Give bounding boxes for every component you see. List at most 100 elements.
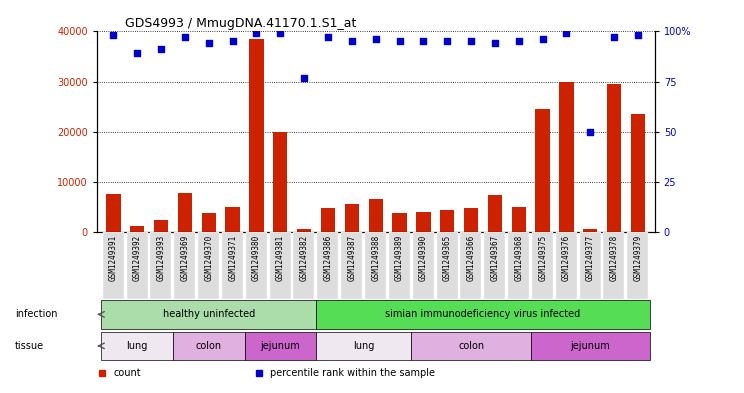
FancyBboxPatch shape <box>126 232 147 299</box>
FancyBboxPatch shape <box>508 232 529 299</box>
Point <box>275 30 286 37</box>
Text: GSM1249380: GSM1249380 <box>252 235 261 281</box>
Text: GSM1249368: GSM1249368 <box>514 235 523 281</box>
Point <box>346 38 358 44</box>
FancyBboxPatch shape <box>603 232 624 299</box>
Text: colon: colon <box>458 341 484 351</box>
Bar <box>344 204 359 232</box>
Bar <box>178 193 192 232</box>
FancyBboxPatch shape <box>365 232 386 299</box>
FancyBboxPatch shape <box>556 232 577 299</box>
Point <box>370 36 382 42</box>
Bar <box>297 230 311 232</box>
Text: GSM1249370: GSM1249370 <box>205 235 214 281</box>
Text: GDS4993 / MmugDNA.41170.1.S1_at: GDS4993 / MmugDNA.41170.1.S1_at <box>125 17 356 30</box>
Bar <box>368 199 383 232</box>
Text: GSM1249379: GSM1249379 <box>634 235 643 281</box>
FancyBboxPatch shape <box>173 332 245 360</box>
FancyBboxPatch shape <box>222 232 243 299</box>
FancyBboxPatch shape <box>101 300 316 329</box>
FancyBboxPatch shape <box>316 332 411 360</box>
Text: GSM1249367: GSM1249367 <box>490 235 499 281</box>
Bar <box>154 220 168 232</box>
FancyBboxPatch shape <box>317 232 339 299</box>
Bar <box>321 208 336 232</box>
Text: GSM1249381: GSM1249381 <box>276 235 285 281</box>
Text: GSM1249377: GSM1249377 <box>586 235 595 281</box>
Text: GSM1249390: GSM1249390 <box>419 235 428 281</box>
Bar <box>512 208 526 232</box>
Point <box>155 46 167 53</box>
FancyBboxPatch shape <box>532 232 553 299</box>
Bar <box>273 132 287 232</box>
Text: GSM1249369: GSM1249369 <box>181 235 190 281</box>
FancyBboxPatch shape <box>437 232 458 299</box>
FancyBboxPatch shape <box>246 232 267 299</box>
Text: percentile rank within the sample: percentile rank within the sample <box>270 367 434 378</box>
Bar <box>130 226 144 232</box>
Point <box>131 50 143 57</box>
FancyBboxPatch shape <box>293 232 315 299</box>
FancyBboxPatch shape <box>411 332 530 360</box>
Point <box>465 38 477 44</box>
Point <box>298 74 310 81</box>
Text: GSM1249365: GSM1249365 <box>443 235 452 281</box>
FancyBboxPatch shape <box>461 232 481 299</box>
FancyBboxPatch shape <box>245 332 316 360</box>
Text: GSM1249376: GSM1249376 <box>562 235 571 281</box>
FancyBboxPatch shape <box>316 300 650 329</box>
Text: infection: infection <box>15 309 57 320</box>
Point <box>560 30 572 37</box>
FancyBboxPatch shape <box>484 232 505 299</box>
FancyBboxPatch shape <box>580 232 600 299</box>
Text: GSM1249366: GSM1249366 <box>466 235 475 281</box>
Text: lung: lung <box>126 341 148 351</box>
Bar <box>225 208 240 232</box>
Bar <box>488 195 502 232</box>
Text: colon: colon <box>196 341 222 351</box>
Text: GSM1249371: GSM1249371 <box>228 235 237 281</box>
FancyBboxPatch shape <box>103 232 124 299</box>
FancyBboxPatch shape <box>341 232 362 299</box>
Bar <box>559 81 574 232</box>
Text: GSM1249375: GSM1249375 <box>538 235 547 281</box>
Text: GSM1249382: GSM1249382 <box>300 235 309 281</box>
Point <box>489 40 501 47</box>
Text: GSM1249389: GSM1249389 <box>395 235 404 281</box>
FancyBboxPatch shape <box>198 232 219 299</box>
Text: jejunum: jejunum <box>571 341 610 351</box>
Point <box>441 38 453 44</box>
Text: tissue: tissue <box>15 341 44 351</box>
Bar <box>202 213 216 232</box>
FancyBboxPatch shape <box>389 232 410 299</box>
Point <box>609 34 620 40</box>
FancyBboxPatch shape <box>413 232 434 299</box>
Bar <box>440 210 455 232</box>
Point <box>203 40 215 47</box>
Point <box>536 36 548 42</box>
Bar <box>464 208 478 232</box>
FancyBboxPatch shape <box>101 332 173 360</box>
Bar <box>536 109 550 232</box>
Text: simian immunodeficiency virus infected: simian immunodeficiency virus infected <box>385 309 580 320</box>
Text: GSM1249387: GSM1249387 <box>347 235 356 281</box>
Point <box>179 34 191 40</box>
Text: GSM1249391: GSM1249391 <box>109 235 118 281</box>
Point <box>584 129 596 135</box>
Text: healthy uninfected: healthy uninfected <box>163 309 255 320</box>
Text: GSM1249392: GSM1249392 <box>132 235 142 281</box>
Point <box>394 38 405 44</box>
Point <box>417 38 429 44</box>
Bar <box>249 39 263 232</box>
Bar <box>583 230 597 232</box>
Bar <box>631 114 645 232</box>
Point <box>632 32 644 39</box>
FancyBboxPatch shape <box>530 332 650 360</box>
FancyBboxPatch shape <box>150 232 171 299</box>
Text: GSM1249386: GSM1249386 <box>324 235 333 281</box>
Text: GSM1249378: GSM1249378 <box>609 235 619 281</box>
Point <box>107 32 119 39</box>
Bar <box>607 84 621 232</box>
Point <box>227 38 239 44</box>
Bar <box>416 212 431 232</box>
